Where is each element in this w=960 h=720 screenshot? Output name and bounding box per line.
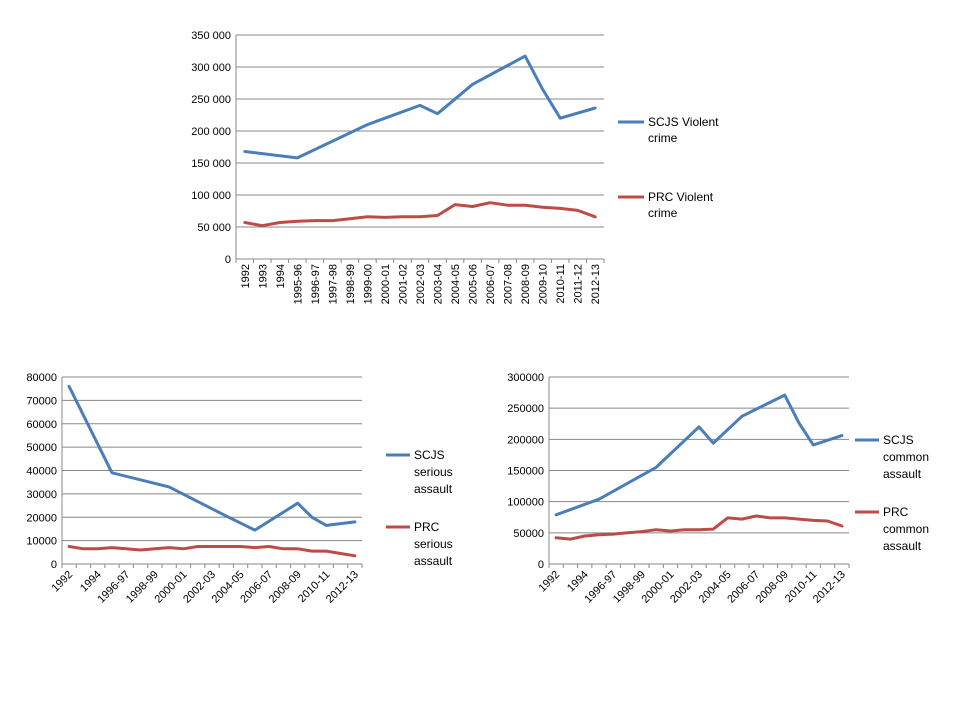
legend-label: SCJS Violent [648,115,719,129]
series-line-prc [243,201,597,228]
x-tick-label: 1995-96 [292,264,304,304]
x-tick-label: 2001-02 [397,264,409,304]
series-line-scjs [554,393,844,517]
y-tick-label: 100000 [507,497,544,509]
x-tick-label: 1994 [565,569,591,595]
x-tick-label: 2002-03 [415,264,427,304]
x-tick-label: 1992 [536,569,562,595]
x-tick-label: 1992 [49,569,75,595]
y-tick-label: 300000 [507,372,544,384]
y-tick-label: 0 [225,254,231,266]
legend-label: SCJS [414,448,445,462]
y-tick-label: 30000 [26,489,57,501]
x-tick-label: 2006-07 [485,264,497,304]
legend-label: PRC Violent [648,190,714,204]
x-tick-label: 1994 [275,264,287,288]
legend-label: SCJS [883,433,914,447]
y-tick-label: 350 000 [191,30,231,42]
legend-label: crime [648,131,678,145]
x-tick-label: 1993 [257,264,269,288]
legend-label: serious [414,537,453,551]
x-tick-label: 1996-97 [310,264,322,304]
y-tick-label: 80000 [26,372,57,384]
y-tick-label: 200000 [507,434,544,446]
x-tick-label: 2007-08 [503,264,515,304]
x-tick-label: 2012-13 [811,569,848,606]
legend-label: PRC [414,520,440,534]
legend-label: serious [414,465,453,479]
x-tick-label: 1999-00 [362,264,374,304]
y-tick-label: 250000 [507,403,544,415]
legend-label: assault [883,467,922,481]
y-tick-label: 50 000 [197,222,231,234]
legend-label: PRC [883,505,909,519]
x-tick-label: 2010-11 [555,264,567,304]
legend-label: common [883,522,929,536]
y-tick-label: 10000 [26,536,57,548]
x-tick-label: 2009-10 [538,264,550,304]
y-tick-label: 40000 [26,466,57,478]
series-line-scjs [243,54,597,160]
y-tick-label: 150 000 [191,158,231,170]
y-tick-label: 250 000 [191,94,231,106]
x-tick-label: 2000-01 [380,264,392,304]
series-line-scjs [67,384,357,532]
x-tick-label: 1994 [78,569,104,595]
x-tick-label: 2008-09 [520,264,532,304]
legend-label: assault [414,554,453,568]
series-line-prc [67,545,357,558]
y-tick-label: 300 000 [191,62,231,74]
y-tick-label: 100 000 [191,190,231,202]
x-tick-label: 2012-13 [590,264,602,304]
y-tick-label: 200 000 [191,126,231,138]
legend-label: crime [648,206,678,220]
x-tick-label: 2005-06 [468,264,480,304]
legend-label: assault [883,539,922,553]
y-tick-label: 60000 [26,419,57,431]
x-tick-label: 1998-99 [345,264,357,304]
legend-label: common [883,450,929,464]
y-tick-label: 20000 [26,512,57,524]
y-tick-label: 50000 [26,442,57,454]
y-tick-label: 0 [51,559,57,571]
x-tick-label: 2012-13 [324,569,361,606]
x-tick-label: 2011-12 [573,264,585,304]
x-tick-label: 1992 [240,264,252,288]
x-tick-label: 1997-98 [327,264,339,304]
y-tick-label: 50000 [513,528,544,540]
y-tick-label: 70000 [26,395,57,407]
series-line-prc [554,514,844,541]
legend-label: assault [414,482,453,496]
y-tick-label: 0 [538,559,544,571]
chart-1: 0 50 000 100 000 150 000 200 000 250 000 300 0… [191,30,719,304]
chart-3: 0 50000 100000 150000 200000 250000 300000 1992… [507,372,929,606]
x-tick-label: 2003-04 [433,264,445,304]
chart-2: 0 10000 20000 30000 40000 50000 60000 70000 8000… [26,372,452,606]
y-tick-label: 150000 [507,466,544,478]
x-tick-label: 2004-05 [450,264,462,304]
